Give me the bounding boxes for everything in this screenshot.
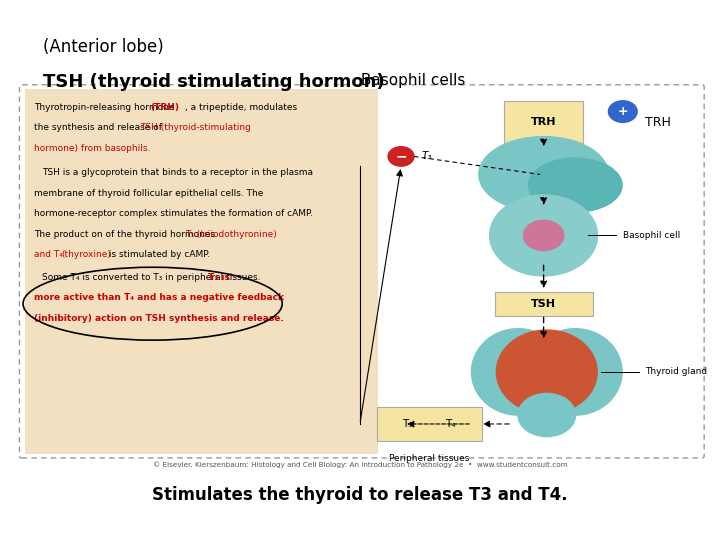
Text: T₄: T₄ bbox=[444, 419, 455, 429]
Text: T₃ (triiodothyronine): T₃ (triiodothyronine) bbox=[185, 230, 276, 239]
Text: more active than T₄ and has a negative feedback: more active than T₄ and has a negative f… bbox=[34, 293, 284, 302]
Text: +: + bbox=[618, 105, 628, 118]
Text: TRH: TRH bbox=[531, 117, 557, 127]
Text: (thyroxine): (thyroxine) bbox=[61, 251, 111, 259]
Text: (TRH): (TRH) bbox=[150, 103, 179, 112]
Circle shape bbox=[608, 101, 637, 123]
FancyBboxPatch shape bbox=[495, 292, 593, 315]
Ellipse shape bbox=[479, 137, 608, 212]
Text: T₃: T₃ bbox=[421, 151, 432, 161]
Circle shape bbox=[490, 195, 598, 276]
Text: Some T₄ is converted to T₃ in peripheral tissues.: Some T₄ is converted to T₃ in peripheral… bbox=[42, 273, 264, 282]
Text: TSH (thyroid-stimulating: TSH (thyroid-stimulating bbox=[140, 123, 251, 132]
Text: TRH: TRH bbox=[645, 116, 671, 129]
Text: Stimulates the thyroid to release T3 and T4.: Stimulates the thyroid to release T3 and… bbox=[152, 486, 568, 504]
Ellipse shape bbox=[518, 393, 575, 436]
Text: Basophil cell: Basophil cell bbox=[623, 231, 680, 240]
FancyBboxPatch shape bbox=[19, 85, 704, 458]
Text: Peripheral tissues: Peripheral tissues bbox=[390, 454, 469, 463]
Text: Thyroid gland: Thyroid gland bbox=[645, 367, 707, 376]
Ellipse shape bbox=[528, 158, 622, 212]
Text: (Anterior lobe): (Anterior lobe) bbox=[43, 38, 164, 56]
Ellipse shape bbox=[496, 330, 597, 414]
Text: © Elsevier. Kierszenbaum: Histology and Cell Biology: An Introduction to Patholo: © Elsevier. Kierszenbaum: Histology and … bbox=[153, 462, 567, 468]
FancyBboxPatch shape bbox=[25, 89, 378, 454]
Text: the synthesis and release of: the synthesis and release of bbox=[34, 123, 165, 132]
Text: Thyrotropin-releasing hormone: Thyrotropin-releasing hormone bbox=[34, 103, 177, 112]
Text: membrane of thyroid follicular epithelial cells. The: membrane of thyroid follicular epithelia… bbox=[34, 189, 264, 198]
Text: TSH: TSH bbox=[531, 299, 556, 309]
Text: TSH is a glycoprotein that binds to a receptor in the plasma: TSH is a glycoprotein that binds to a re… bbox=[42, 168, 313, 177]
Ellipse shape bbox=[528, 329, 622, 415]
Text: T₃ is: T₃ is bbox=[208, 273, 230, 282]
Text: , a tripeptide, modulates: , a tripeptide, modulates bbox=[185, 103, 297, 112]
Text: The product on of the thyroid hormones: The product on of the thyroid hormones bbox=[34, 230, 218, 239]
Text: TSH (thyroid stimulating hormon): TSH (thyroid stimulating hormon) bbox=[43, 73, 384, 91]
Text: and T₄: and T₄ bbox=[34, 251, 66, 259]
Text: −: − bbox=[395, 150, 407, 164]
FancyBboxPatch shape bbox=[377, 407, 482, 441]
Text: (inhibitory) action on TSH synthesis and release.: (inhibitory) action on TSH synthesis and… bbox=[34, 314, 284, 323]
Text: is stimulated by cAMP.: is stimulated by cAMP. bbox=[106, 251, 210, 259]
Text: hormone) from basophils.: hormone) from basophils. bbox=[34, 144, 150, 153]
Circle shape bbox=[388, 147, 414, 166]
Text: hormone-receptor complex stimulates the formation of cAMP.: hormone-receptor complex stimulates the … bbox=[34, 210, 312, 218]
FancyBboxPatch shape bbox=[504, 102, 583, 143]
Text: Basophil cells: Basophil cells bbox=[356, 73, 466, 88]
Text: T₃: T₃ bbox=[402, 419, 413, 429]
Ellipse shape bbox=[472, 329, 565, 415]
Circle shape bbox=[523, 220, 564, 251]
